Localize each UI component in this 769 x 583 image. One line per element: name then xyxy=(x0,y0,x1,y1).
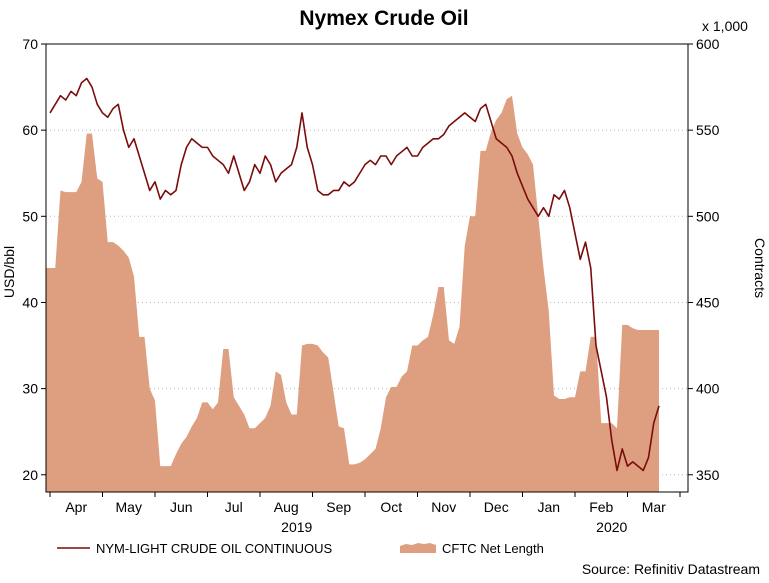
crude-line-layer xyxy=(49,77,660,472)
right-tick-label: 500 xyxy=(696,208,720,224)
legend-label-crude: NYM-LIGHT CRUDE OIL CONTINUOUS xyxy=(96,541,333,556)
right-tick-label: 550 xyxy=(696,122,720,138)
x-month-label: Jul xyxy=(225,499,243,515)
x-month-label: Feb xyxy=(589,499,613,515)
left-tick-label: 60 xyxy=(22,122,38,138)
crude-oil-line xyxy=(49,77,660,472)
x-year-label: 2019 xyxy=(281,519,312,535)
x-month-label: Sep xyxy=(326,499,351,515)
cftc-area-layer xyxy=(46,95,659,492)
left-axis: 20 30 40 50 60 70 xyxy=(22,36,46,483)
x-month-label: Aug xyxy=(274,499,299,515)
right-axis-label: Contracts xyxy=(752,238,768,298)
right-tick-label: 600 xyxy=(696,36,720,52)
source-note: Source: Refinitiv Datastream xyxy=(582,561,760,577)
x-month-label: Apr xyxy=(65,499,87,515)
legend-area-swatch xyxy=(400,543,436,553)
right-tick-label: 400 xyxy=(696,381,720,397)
right-tick-label: 450 xyxy=(696,294,720,310)
right-tick-label: 350 xyxy=(696,467,720,483)
legend: NYM-LIGHT CRUDE OIL CONTINUOUS CFTC Net … xyxy=(57,541,544,556)
chart-title: Nymex Crude Oil xyxy=(299,7,468,30)
left-tick-label: 40 xyxy=(22,294,38,310)
x-year-label: 2020 xyxy=(596,519,627,535)
left-axis-label: USD/bbl xyxy=(1,246,17,298)
left-tick-label: 30 xyxy=(22,381,38,397)
left-tick-label: 70 xyxy=(22,36,38,52)
x-month-label: Jun xyxy=(170,499,193,515)
x-month-label: Jan xyxy=(537,499,560,515)
x-month-label: Dec xyxy=(484,499,509,515)
right-axis-unit-note: x 1,000 xyxy=(702,18,748,34)
cftc-net-length-area xyxy=(46,95,659,492)
legend-label-cftc: CFTC Net Length xyxy=(442,541,544,556)
plot-frame xyxy=(45,43,689,493)
x-month-label: Mar xyxy=(642,499,666,515)
x-month-label: Nov xyxy=(431,499,456,515)
right-axis: 350 400 450 500 550 600 xyxy=(688,36,720,483)
x-axis: Apr May Jun Jul Aug Sep Oct Nov Dec Jan Feb Mar 2019… xyxy=(49,492,681,535)
x-month-label: May xyxy=(116,499,142,515)
x-month-label: Oct xyxy=(380,499,402,515)
left-tick-label: 50 xyxy=(22,208,38,224)
left-tick-label: 20 xyxy=(22,467,38,483)
